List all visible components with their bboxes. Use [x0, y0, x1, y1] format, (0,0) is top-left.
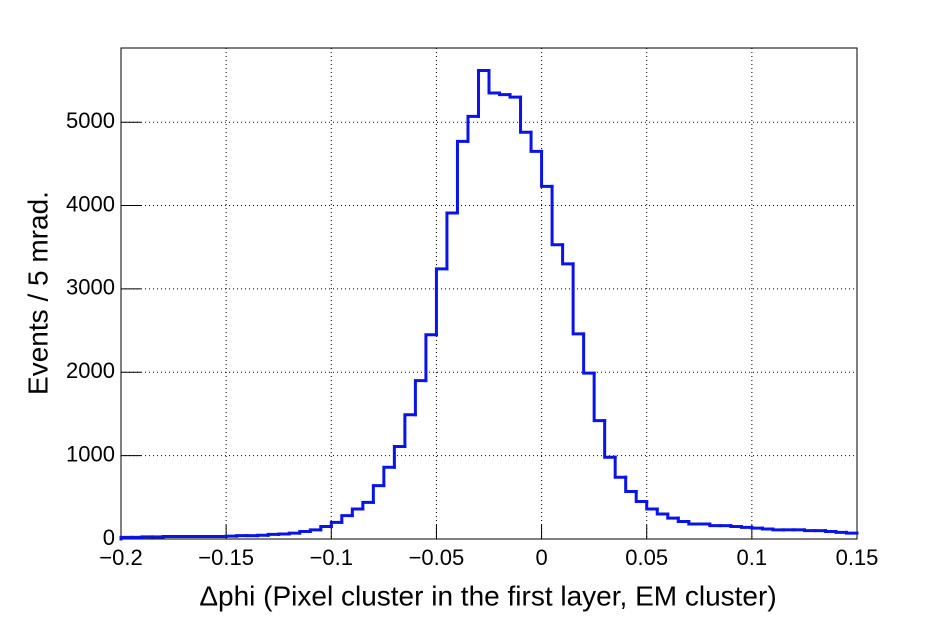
x-axis-title: Δphi (Pixel cluster in the first layer, …: [199, 580, 776, 611]
histogram-bin: [476, 69, 491, 118]
histogram-bin: [424, 333, 438, 383]
histogram-bin: [371, 484, 386, 504]
histogram-bin: [561, 243, 575, 266]
histogram-bin: [823, 529, 838, 533]
histogram-bin: [634, 489, 649, 503]
histogram-bin: [319, 524, 333, 532]
histogram-bin: [613, 455, 628, 479]
histogram-bin: [382, 465, 396, 488]
histogram-bin: [413, 379, 428, 417]
histogram-bin: [361, 500, 375, 511]
histogram-bin: [582, 332, 596, 375]
histogram-bin: [834, 529, 848, 534]
histogram-bin: [771, 527, 785, 532]
histogram-bin: [729, 524, 743, 528]
histogram-bin: [802, 528, 817, 533]
x-tick-label: −0.05: [409, 545, 465, 570]
histogram-bin: [266, 532, 281, 537]
x-tick-label: 0.05: [625, 545, 668, 570]
histogram-bin: [340, 514, 354, 524]
histogram-bin: [508, 93, 523, 99]
histogram-bin: [298, 529, 312, 535]
y-axis-title: Events / 5 mrad.: [22, 191, 53, 395]
histogram-bin: [498, 91, 512, 97]
histogram-bin: [655, 507, 670, 516]
x-tick-label: 0.15: [836, 545, 879, 570]
histogram-bin: [687, 519, 701, 526]
histogram-bin: [603, 419, 617, 459]
histogram-bin: [676, 516, 691, 523]
y-tick-label: 1000: [66, 441, 115, 466]
y-tick-label: 4000: [66, 191, 115, 216]
histogram-bin: [645, 499, 659, 511]
histogram-bin: [350, 507, 365, 518]
histogram-bin: [624, 475, 638, 493]
histogram-bin: [750, 525, 764, 530]
histogram-bin: [403, 413, 417, 448]
histogram-bin: [529, 130, 544, 153]
y-tick-label: 0: [103, 525, 115, 550]
histogram-bin: [540, 149, 554, 188]
histogram-bin: [434, 267, 449, 337]
histogram-bin: [844, 530, 859, 535]
y-tick-label: 2000: [66, 358, 115, 383]
histogram-bin: [760, 526, 775, 531]
x-tick-label: −0.1: [310, 545, 353, 570]
histogram-bin: [445, 211, 459, 271]
y-tick-label: 3000: [66, 275, 115, 300]
histogram-bin: [519, 95, 533, 134]
x-tick-label: 0.1: [737, 545, 768, 570]
histogram-bin: [708, 522, 722, 528]
histogram-bin: [287, 531, 302, 536]
histogram-bin: [592, 371, 607, 423]
histogram-bin: [329, 520, 344, 528]
x-tick-label: −0.15: [198, 545, 254, 570]
plot-frame: [120, 47, 858, 540]
histogram-bin: [455, 139, 470, 215]
histogram-bin: [666, 512, 680, 520]
histogram-bin: [487, 69, 502, 95]
histogram-bin: [739, 524, 754, 529]
histogram-bin: [119, 535, 134, 541]
histogram-bin: [308, 528, 323, 533]
histogram-bin: [550, 184, 565, 247]
x-tick-label: −0.2: [99, 545, 142, 570]
histogram-bin: [392, 444, 407, 469]
x-tick-label: 0: [535, 545, 547, 570]
y-tick-label: 5000: [66, 108, 115, 133]
histogram-bin: [466, 114, 480, 143]
histogram-bin: [571, 262, 586, 336]
